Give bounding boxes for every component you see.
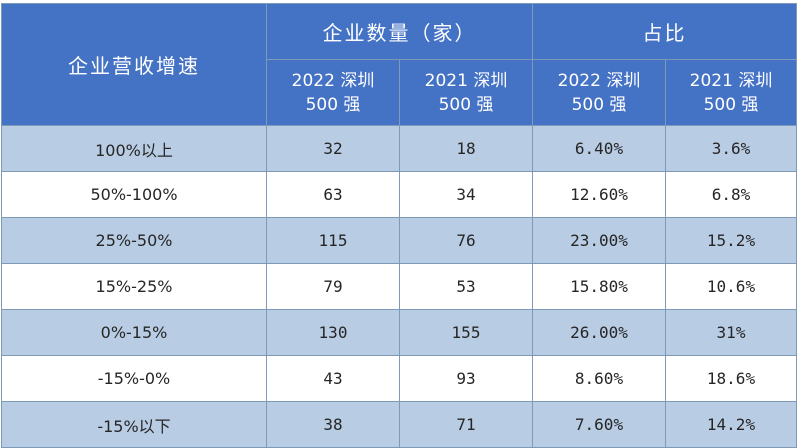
count-2022-cell: 79 xyxy=(266,263,400,310)
header-row-group: 企业营收增速 企业数量（家） 占比 xyxy=(1,3,797,126)
count-2021-cell: 18 xyxy=(399,125,533,172)
share-2022-cell: 6.40% xyxy=(532,125,666,172)
header-line: 500 强 xyxy=(438,94,494,115)
share-2022-cell: 7.60% xyxy=(532,401,666,448)
header-share-2022: 2022 深圳 500 强 xyxy=(532,59,666,126)
count-2022-cell: 43 xyxy=(266,355,400,402)
header-share: 占比 xyxy=(532,3,797,60)
count-2022-cell: 63 xyxy=(266,171,400,218)
count-2022-cell: 38 xyxy=(266,401,400,448)
growth-range-cell: -15%-0% xyxy=(1,355,267,402)
header-share-2021: 2021 深圳 500 强 xyxy=(665,59,797,126)
table-row: -15%-0% 43 93 8.60% 18.6% xyxy=(1,355,797,402)
header-line: 500 强 xyxy=(571,94,627,115)
table-row: 15%-25% 79 53 15.80% 10.6% xyxy=(1,263,797,310)
table-row: 100%以上 32 18 6.40% 3.6% xyxy=(1,125,797,172)
count-2022-cell: 115 xyxy=(266,217,400,264)
revenue-growth-table: 企业营收增速 企业数量（家） 占比 2022 深圳 500 强 2021 深圳 … xyxy=(1,3,797,448)
count-2021-cell: 155 xyxy=(399,309,533,356)
table-row: 25%-50% 115 76 23.00% 15.2% xyxy=(1,217,797,264)
count-2021-cell: 71 xyxy=(399,401,533,448)
table-row: -15%以下 38 71 7.60% 14.2% xyxy=(1,401,797,448)
growth-range-cell: 15%-25% xyxy=(1,263,267,310)
share-2022-cell: 23.00% xyxy=(532,217,666,264)
count-2021-cell: 34 xyxy=(399,171,533,218)
table-row: 0%-15% 130 155 26.00% 31% xyxy=(1,309,797,356)
header-revenue-growth: 企业营收增速 xyxy=(1,3,267,126)
share-2021-cell: 15.2% xyxy=(665,217,797,264)
share-2021-cell: 14.2% xyxy=(665,401,797,448)
header-count-2021: 2021 深圳 500 强 xyxy=(399,59,533,126)
growth-range-cell: 100%以上 xyxy=(1,125,267,172)
share-2021-cell: 3.6% xyxy=(665,125,797,172)
growth-range-cell: 0%-15% xyxy=(1,309,267,356)
header-line: 2021 深圳 xyxy=(689,70,773,91)
growth-range-cell: 25%-50% xyxy=(1,217,267,264)
growth-range-cell: 50%-100% xyxy=(1,171,267,218)
share-2022-cell: 12.60% xyxy=(532,171,666,218)
share-2022-cell: 26.00% xyxy=(532,309,666,356)
share-2021-cell: 31% xyxy=(665,309,797,356)
header-line: 500 强 xyxy=(305,94,361,115)
share-2022-cell: 8.60% xyxy=(532,355,666,402)
share-2021-cell: 6.8% xyxy=(665,171,797,218)
count-2021-cell: 53 xyxy=(399,263,533,310)
count-2022-cell: 130 xyxy=(266,309,400,356)
count-2022-cell: 32 xyxy=(266,125,400,172)
header-row-years: 2022 深圳 500 强 2021 深圳 500 强 2022 深圳 500 … xyxy=(2,59,797,126)
header-count-2022: 2022 深圳 500 强 xyxy=(266,59,400,126)
table-row: 50%-100% 63 34 12.60% 6.8% xyxy=(1,171,797,218)
growth-range-cell: -15%以下 xyxy=(1,401,267,448)
header-enterprise-count: 企业数量（家） xyxy=(266,3,533,60)
header-line: 2022 深圳 xyxy=(291,70,375,91)
header-line: 2022 深圳 xyxy=(557,70,641,91)
header-line: 500 强 xyxy=(703,94,759,115)
count-2021-cell: 93 xyxy=(399,355,533,402)
header-line: 2021 深圳 xyxy=(424,70,508,91)
share-2022-cell: 15.80% xyxy=(532,263,666,310)
table-body: 100%以上 32 18 6.40% 3.6% 50%-100% 63 34 1… xyxy=(1,125,797,448)
share-2021-cell: 18.6% xyxy=(665,355,797,402)
count-2021-cell: 76 xyxy=(399,217,533,264)
table-header: 企业营收增速 企业数量（家） 占比 2022 深圳 500 强 2021 深圳 … xyxy=(1,3,797,126)
share-2021-cell: 10.6% xyxy=(665,263,797,310)
